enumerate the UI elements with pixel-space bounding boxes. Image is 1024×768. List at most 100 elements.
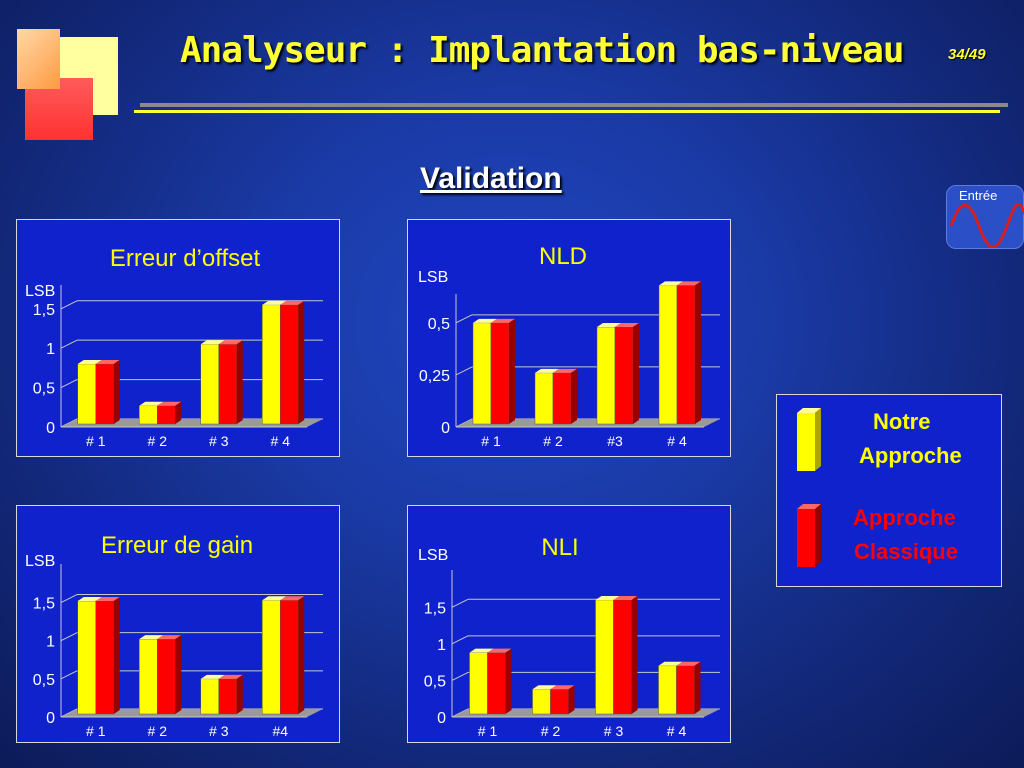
bar-notre-approche bbox=[262, 304, 281, 425]
chart-nld: NLD LSB 0 0,25 0,5 # 1 # 2 #3 # 4 bbox=[418, 243, 720, 449]
bar-approche-classique-side bbox=[509, 318, 515, 424]
y-tick-label: 1,5 bbox=[33, 596, 55, 613]
x-category-label: # 3 bbox=[209, 433, 229, 449]
bar-notre-approche bbox=[472, 322, 492, 425]
bar-approche-classique bbox=[552, 372, 572, 425]
bar-approche-classique-side bbox=[694, 661, 701, 714]
section-subtitle: Validation bbox=[420, 162, 562, 195]
bar-notre-approche-top bbox=[597, 323, 621, 327]
bar-approche-classique-side bbox=[571, 368, 577, 424]
legend-label-classique: Classique bbox=[854, 539, 958, 564]
bar-approche-classique-top bbox=[613, 595, 638, 600]
x-category-label: # 3 bbox=[209, 723, 229, 739]
bar-approche-classique-side bbox=[505, 648, 512, 714]
x-category-label: # 2 bbox=[543, 433, 563, 449]
y-tick-label: 0,25 bbox=[419, 368, 450, 385]
y-tick-label: 0 bbox=[441, 420, 450, 437]
gridline-diagonal bbox=[60, 670, 78, 680]
gridline-diagonal bbox=[60, 632, 78, 642]
bar-notre-approche-top bbox=[659, 281, 683, 286]
chart-floor bbox=[61, 709, 323, 717]
gridline-diagonal bbox=[60, 379, 78, 389]
bar-notre-approche-top bbox=[535, 368, 559, 373]
bar-approche-classique bbox=[614, 326, 634, 425]
bar-approche-classique-side bbox=[631, 595, 638, 714]
chart-title: NLD bbox=[539, 243, 587, 270]
slide-title: Analyseur : Implantation bas-niveau bbox=[180, 30, 905, 71]
gridline-diagonal bbox=[451, 635, 469, 645]
legend: Notre Approche Approche Classique bbox=[776, 394, 1002, 587]
chart-nli: NLI LSB 0 0,5 1 1,5 # 1 # 2 # 3 # 4 bbox=[418, 534, 720, 739]
y-tick-label: 1,5 bbox=[33, 302, 55, 319]
bar-approche-classique-top bbox=[95, 359, 120, 364]
x-category-label: # 1 bbox=[86, 723, 106, 739]
bar-approche-classique-top bbox=[553, 368, 577, 373]
bar-approche-classique-side bbox=[298, 300, 305, 424]
y-tick-label: 0,5 bbox=[33, 672, 55, 689]
x-category-label: #3 bbox=[607, 433, 623, 449]
chart-floor bbox=[61, 419, 323, 427]
chart-floor bbox=[452, 709, 720, 717]
chart-panel-gain: Erreur de gain LSB 0 0,5 1 1,5 # 1 # 2 # 3 #4 bbox=[16, 505, 340, 743]
bar-notre-approche-top bbox=[473, 318, 497, 323]
bar-notre-approche-top bbox=[262, 300, 287, 305]
title-divider-gray bbox=[140, 103, 1008, 107]
chart-title: Erreur de gain bbox=[101, 532, 253, 559]
bar-approche-classique-top bbox=[218, 340, 243, 345]
bar-approche-classique-side bbox=[175, 635, 182, 714]
bar-notre-approche bbox=[77, 600, 96, 715]
bar-approche-classique-top bbox=[487, 648, 512, 653]
gridline-diagonal bbox=[451, 598, 469, 608]
chart-panel-offset: Erreur d’offset LSB 0 0,5 1 1,5 # 1 # 2 # 3 # 4 bbox=[16, 219, 340, 457]
bar-approche-classique-side bbox=[236, 340, 243, 424]
bar-approche-classique bbox=[550, 688, 569, 715]
bar-approche-classique bbox=[157, 405, 176, 425]
bar-notre-approche bbox=[262, 599, 281, 715]
bar-notre-approche bbox=[77, 363, 96, 425]
chart-title: NLI bbox=[541, 534, 578, 561]
decor-orange-square bbox=[17, 29, 60, 89]
bar-approche-classique-side bbox=[113, 359, 120, 424]
bar-notre-approche bbox=[532, 688, 551, 715]
x-category-label: # 3 bbox=[604, 723, 624, 739]
bar-approche-classique bbox=[280, 599, 299, 715]
title-divider-yellow bbox=[134, 110, 1000, 113]
y-tick-label: 0 bbox=[46, 420, 55, 437]
bar-notre-approche-top bbox=[77, 597, 102, 601]
bar-notre-approche-top bbox=[200, 340, 225, 345]
input-signal-button[interactable]: Entrée bbox=[946, 185, 1024, 249]
bar-approche-classique-side bbox=[568, 685, 575, 714]
y-tick-label: 0 bbox=[437, 710, 446, 727]
legend-swatch-yellow bbox=[797, 408, 821, 471]
bar-approche-classique-top bbox=[157, 635, 182, 640]
bar-notre-approche-top bbox=[77, 359, 102, 364]
gridline-diagonal bbox=[455, 366, 473, 376]
x-category-label: #4 bbox=[272, 723, 288, 739]
bar-notre-approche bbox=[596, 326, 616, 425]
y-tick-label: 0,5 bbox=[424, 673, 446, 690]
bar-approche-classique-side bbox=[633, 323, 639, 424]
y-tick-label: 0 bbox=[46, 710, 55, 727]
bar-notre-approche bbox=[200, 678, 219, 715]
legend-label-approche-2: Approche bbox=[853, 505, 956, 530]
x-category-label: # 4 bbox=[667, 723, 687, 739]
y-tick-label: 0,5 bbox=[428, 316, 450, 333]
bar-approche-classique-top bbox=[280, 300, 305, 305]
legend-swatch-red bbox=[797, 504, 821, 567]
y-tick-label: 1 bbox=[437, 637, 446, 654]
bar-approche-classique bbox=[95, 363, 114, 425]
bar-approche-classique bbox=[613, 599, 632, 715]
y-axis-unit: LSB bbox=[25, 553, 55, 570]
bar-notre-approche-top bbox=[139, 401, 164, 406]
bar-approche-classique-top bbox=[676, 661, 701, 666]
bar-notre-approche bbox=[139, 638, 158, 715]
bar-notre-approche-top bbox=[658, 661, 683, 666]
x-category-label: # 2 bbox=[541, 723, 561, 739]
x-category-label: # 2 bbox=[148, 723, 168, 739]
y-axis-unit: LSB bbox=[418, 547, 448, 564]
chart-panel-nld: NLD LSB 0 0,25 0,5 # 1 # 2 #3 # 4 bbox=[407, 219, 731, 457]
bar-approche-classique bbox=[487, 652, 506, 715]
bar-approche-classique bbox=[490, 322, 510, 425]
bar-notre-approche bbox=[200, 343, 219, 425]
bar-notre-approche bbox=[534, 372, 554, 425]
